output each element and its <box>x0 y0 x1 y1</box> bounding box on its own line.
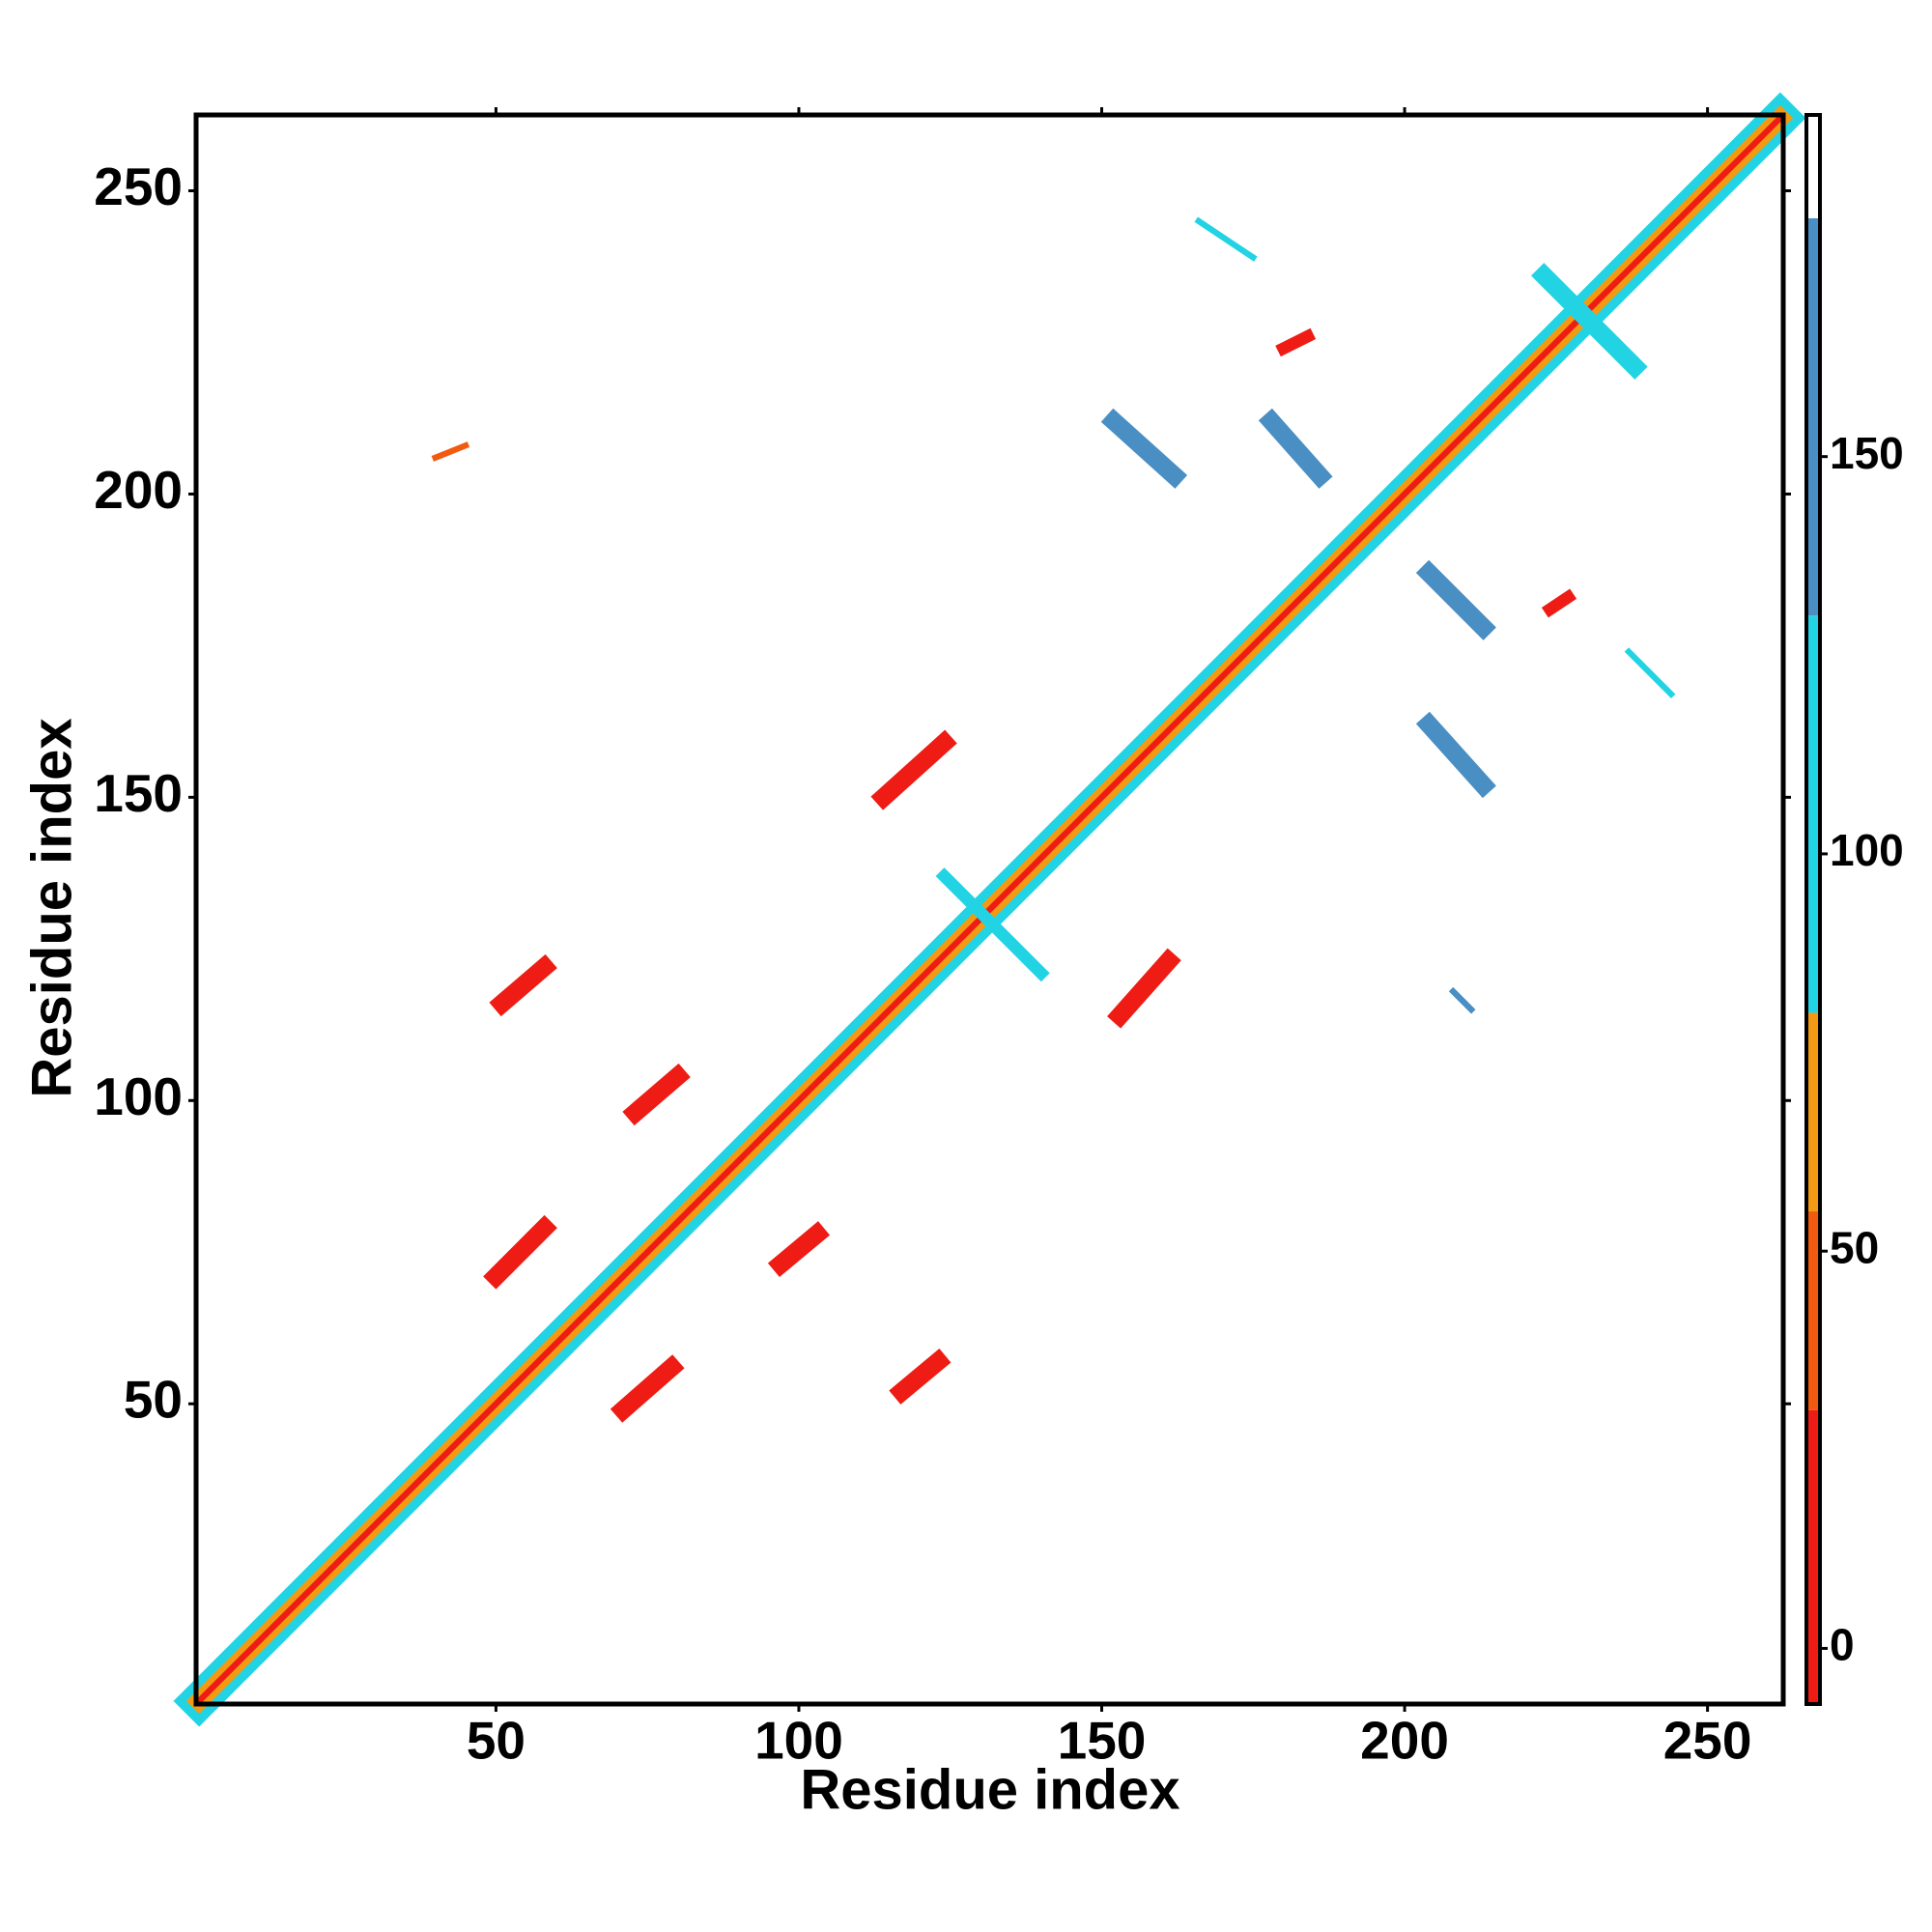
contact-band <box>767 1221 831 1278</box>
contact-band <box>870 729 957 810</box>
y-tick-label: 50 <box>124 1370 183 1430</box>
colorbar-bin <box>1806 217 1820 616</box>
y-tick-label: 100 <box>94 1066 183 1126</box>
contact-band <box>1258 408 1333 489</box>
contact-band <box>431 441 470 462</box>
contact-band <box>483 1214 557 1290</box>
y-tick-label: 150 <box>94 763 183 823</box>
contact-band <box>1448 986 1476 1014</box>
x-tick-label: 100 <box>754 1711 843 1771</box>
colorbar-frame <box>1804 113 1822 1706</box>
y-axis-title: Residue index <box>20 718 83 1097</box>
contact-band <box>489 953 557 1017</box>
contact-band <box>622 1063 691 1126</box>
contact-band <box>889 1349 952 1405</box>
contact-band <box>194 113 1785 1706</box>
contact-band <box>1530 263 1648 380</box>
contact-band <box>1415 559 1496 640</box>
colorbar-tick-label: 150 <box>1830 428 1904 478</box>
contact-band <box>610 1354 685 1423</box>
contact-band <box>1100 408 1188 489</box>
plot-frame <box>193 112 1786 1707</box>
colorbar-bin <box>1806 115 1820 218</box>
contact-band <box>1194 216 1258 262</box>
colorbar-bin <box>1806 615 1820 1013</box>
colorbar-tick-label: 0 <box>1830 1620 1855 1670</box>
colorbar-bin <box>1806 1211 1820 1410</box>
contact-band <box>935 867 1050 982</box>
x-tick-label: 150 <box>1058 1711 1147 1771</box>
x-axis-title: Residue index <box>800 1758 1179 1821</box>
contact-band <box>1541 588 1577 618</box>
x-tick-label: 250 <box>1663 1711 1752 1771</box>
colorbar-bin <box>1806 1409 1820 1704</box>
contact-band <box>1624 647 1676 699</box>
contact-band <box>1107 948 1181 1029</box>
colorbar-tick-label: 50 <box>1830 1222 1879 1272</box>
y-tick-label: 250 <box>94 156 183 216</box>
contact-band <box>1415 711 1496 799</box>
contact-band <box>1275 327 1317 357</box>
x-tick-label: 200 <box>1360 1711 1449 1771</box>
x-tick-label: 50 <box>467 1711 526 1771</box>
colorbar-bin <box>1806 1012 1820 1212</box>
colorbar-tick-label: 100 <box>1830 825 1904 875</box>
y-tick-label: 200 <box>94 460 183 520</box>
